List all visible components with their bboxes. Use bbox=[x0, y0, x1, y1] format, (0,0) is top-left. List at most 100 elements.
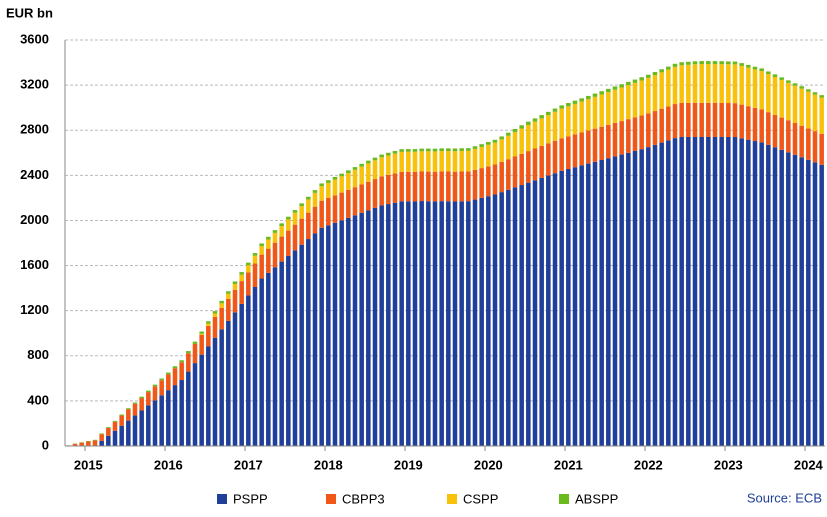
bar-segment bbox=[659, 142, 664, 446]
bar-segment bbox=[592, 161, 598, 447]
bar-segment bbox=[486, 196, 491, 446]
bar-segment bbox=[492, 194, 498, 446]
x-tick-label: 2024 bbox=[794, 457, 824, 472]
bar-segment bbox=[759, 109, 764, 143]
bar-segment bbox=[326, 198, 331, 226]
bar-segment bbox=[239, 274, 244, 282]
bar-segment bbox=[439, 201, 444, 446]
bar-segment bbox=[366, 181, 371, 211]
bar-segment bbox=[312, 192, 318, 207]
bar-segment bbox=[452, 151, 458, 172]
bar-segment bbox=[499, 139, 504, 162]
x-tick-label: 2020 bbox=[474, 457, 503, 472]
bar-segment bbox=[152, 386, 158, 401]
legend-label: CBPP3 bbox=[342, 491, 385, 506]
bar-segment bbox=[439, 148, 444, 152]
bar-segment bbox=[126, 420, 131, 446]
bar-segment bbox=[519, 153, 524, 186]
bar-segment bbox=[819, 164, 824, 446]
bar-segment bbox=[759, 71, 764, 110]
bar-segment bbox=[546, 175, 551, 446]
x-tick-label: 2019 bbox=[394, 457, 423, 472]
bar-segment bbox=[539, 118, 544, 146]
bar-segment bbox=[99, 440, 104, 446]
bar-segment bbox=[152, 384, 158, 387]
bar-segment bbox=[152, 400, 158, 446]
bar-segment bbox=[626, 81, 631, 86]
x-tick-label: 2017 bbox=[234, 457, 263, 472]
bar-segment bbox=[232, 312, 238, 446]
bar-segment bbox=[292, 212, 298, 225]
bar-segment bbox=[292, 250, 298, 446]
bar-segment bbox=[212, 337, 218, 446]
bar-segment bbox=[146, 390, 151, 393]
bar-segment bbox=[732, 61, 738, 65]
bar-segment bbox=[386, 174, 391, 205]
bar-segment bbox=[632, 117, 638, 151]
bar-segment bbox=[726, 136, 731, 446]
bar-segment bbox=[259, 246, 264, 255]
bar-segment bbox=[712, 61, 718, 65]
bar-segment bbox=[79, 442, 84, 446]
bar-segment bbox=[752, 141, 758, 446]
bar-segment bbox=[406, 171, 411, 202]
bar-segment bbox=[346, 170, 351, 174]
bar-segment bbox=[339, 173, 344, 177]
bar-segment bbox=[559, 105, 564, 109]
bar-segment bbox=[646, 147, 651, 446]
bar-segment bbox=[579, 165, 584, 447]
bar-segment bbox=[732, 64, 738, 104]
bar-segment bbox=[599, 94, 604, 127]
bar-segment bbox=[712, 136, 718, 446]
bar-segment bbox=[272, 267, 278, 446]
bar-segment bbox=[179, 362, 184, 381]
bar-segment bbox=[379, 176, 384, 206]
legend-swatch bbox=[217, 494, 227, 504]
bar-segment bbox=[719, 102, 724, 137]
bar-segment bbox=[559, 138, 564, 171]
bar-segment bbox=[719, 136, 724, 446]
bar-segment bbox=[432, 201, 438, 446]
bar-segment bbox=[452, 171, 458, 202]
bar-segment bbox=[359, 212, 364, 446]
bar-segment bbox=[292, 224, 298, 251]
bar-segment bbox=[579, 101, 584, 133]
bar-segment bbox=[572, 134, 578, 168]
y-tick-label: 3200 bbox=[20, 77, 49, 92]
bar-segment bbox=[339, 192, 344, 221]
bar-segment bbox=[339, 220, 344, 446]
bar-segment bbox=[206, 325, 211, 347]
bar-segment bbox=[539, 115, 544, 119]
bar-segment bbox=[406, 149, 411, 152]
bar-segment bbox=[479, 197, 484, 446]
bar-segment bbox=[312, 190, 318, 193]
bar-segment bbox=[572, 167, 578, 447]
bar-segment bbox=[319, 186, 324, 201]
bar-segment bbox=[132, 402, 138, 404]
bar-segment bbox=[312, 233, 318, 446]
bar-segment bbox=[259, 254, 264, 279]
bar-segment bbox=[372, 157, 378, 161]
bar-segment bbox=[779, 77, 784, 80]
bar-segment bbox=[779, 149, 784, 446]
bar-segment bbox=[419, 151, 424, 172]
bar-segment bbox=[546, 115, 551, 144]
bar-segment bbox=[492, 142, 498, 165]
bar-segment bbox=[706, 136, 711, 446]
bar-segment bbox=[212, 313, 218, 317]
bar-segment bbox=[319, 183, 324, 187]
x-tick-label: 2023 bbox=[714, 457, 743, 472]
bar-segment bbox=[666, 106, 671, 141]
bar-segment bbox=[812, 131, 818, 163]
bar-segment bbox=[186, 351, 191, 354]
bar-segment bbox=[639, 77, 644, 81]
bar-segment bbox=[166, 390, 171, 446]
bar-segment bbox=[506, 189, 511, 446]
bar-segment bbox=[139, 410, 144, 446]
bar-segment bbox=[479, 146, 484, 169]
bar-segment bbox=[226, 298, 231, 321]
bar-segment bbox=[226, 291, 231, 294]
bar-segment bbox=[492, 164, 498, 195]
bar-segment bbox=[566, 136, 571, 170]
bar-segment bbox=[432, 171, 438, 202]
